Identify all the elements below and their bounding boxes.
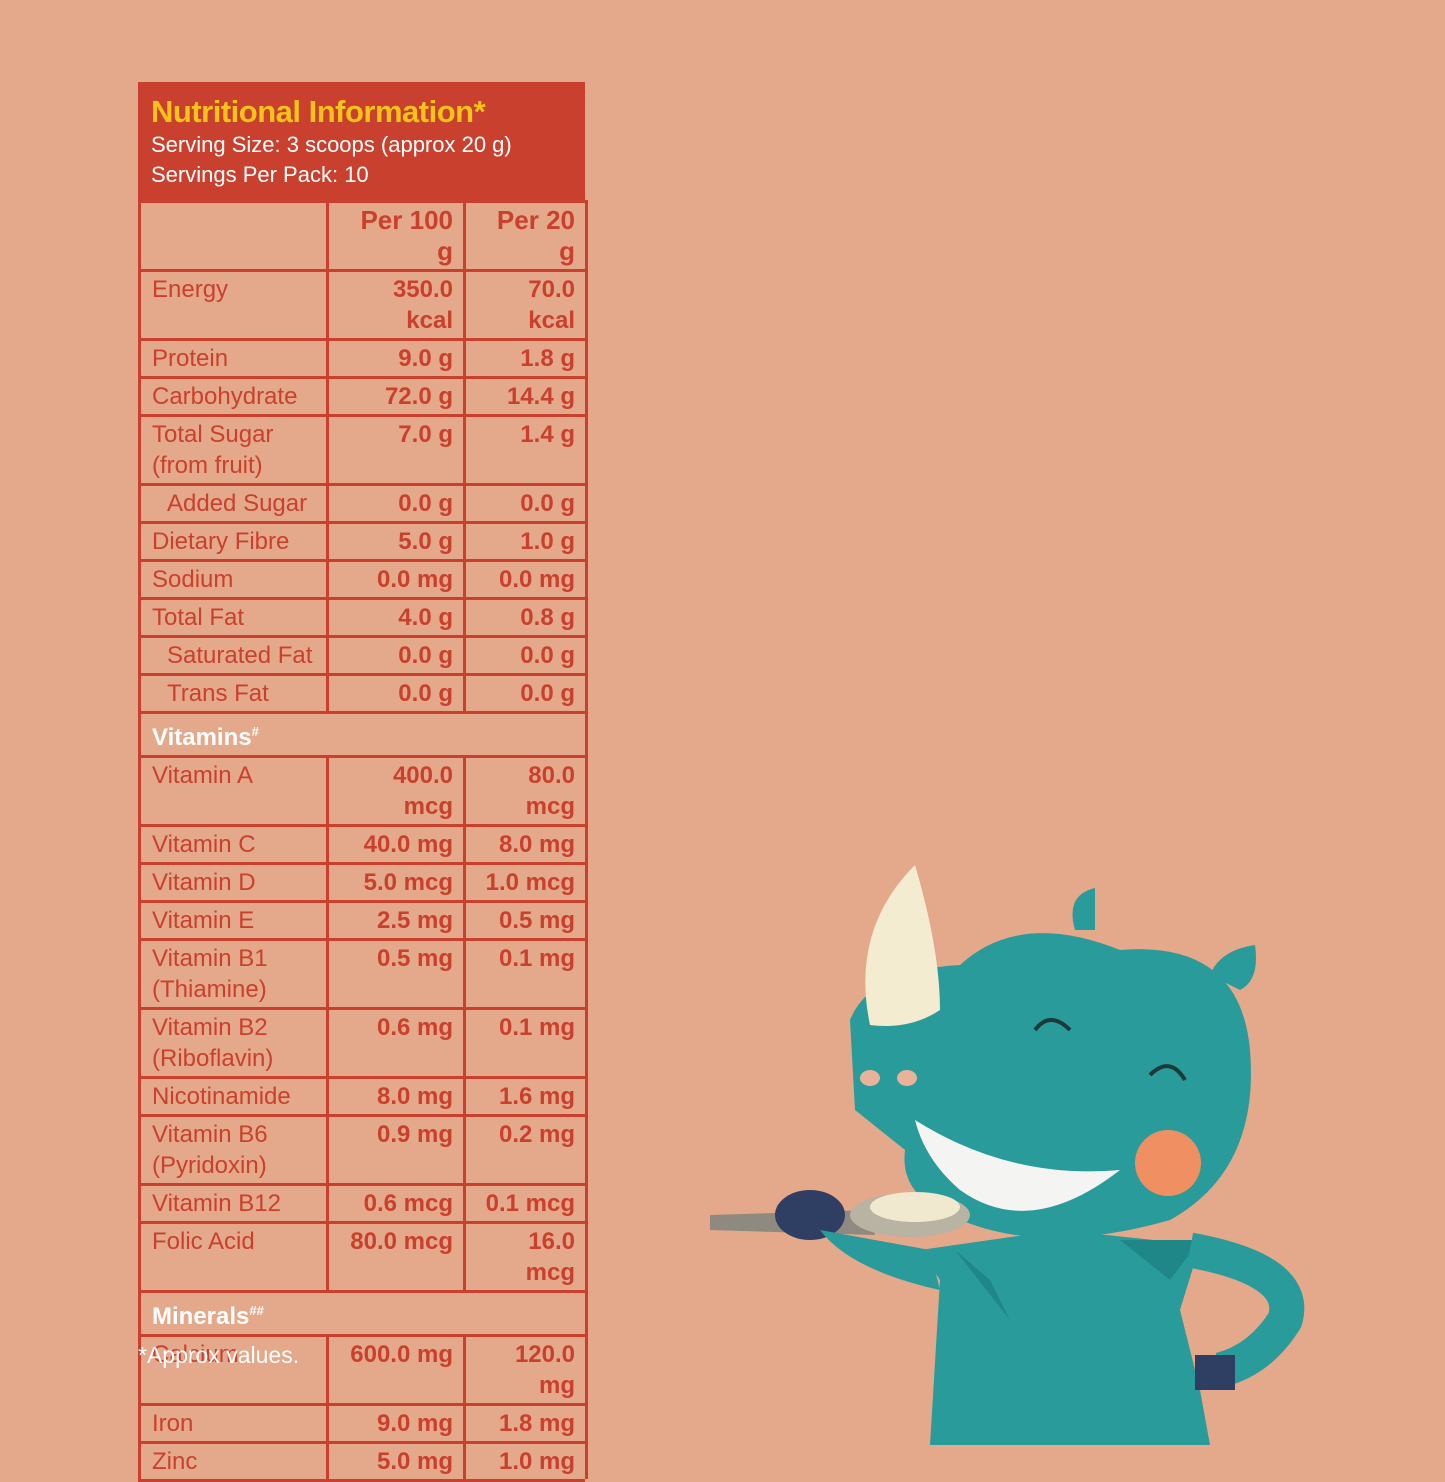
value-per-20g: 1.8 g: [466, 338, 588, 376]
section-mark: #: [251, 724, 259, 739]
value-per-20g: 14.4 g: [466, 376, 588, 414]
nutrient-label: Zinc: [141, 1441, 329, 1479]
value-per-100g: 0.0 mg: [329, 559, 466, 597]
nutrition-table: Per 100 g Per 20 g Energy 350.0 kcal 70.0 …: [138, 200, 588, 1482]
rhino-illustration: [710, 865, 1305, 1445]
value-per-20g: 0.2 mg: [466, 1114, 588, 1183]
value-per-20g: 0.1 mg: [466, 938, 588, 1007]
nutrient-label: Energy: [141, 269, 329, 338]
section-header: Vitamins#: [141, 711, 588, 755]
value-per-100g: 7.0 g: [329, 414, 466, 483]
value-per-100g: 0.0 g: [329, 635, 466, 673]
column-header: Per 20 g: [466, 200, 588, 269]
title: Nutritional Information*: [151, 94, 486, 129]
empty-header: [141, 200, 329, 269]
nutrient-label: Calcium: [141, 1334, 329, 1403]
value-per-20g: 0.1 mg: [466, 1007, 588, 1076]
value-per-100g: 0.6 mcg: [329, 1183, 466, 1221]
column-header: Per 100 g: [329, 200, 466, 269]
nutrient-label: Vitamin C: [141, 824, 329, 862]
value-per-100g: 0.9 mg: [329, 1114, 466, 1183]
section-title: Minerals: [152, 1303, 250, 1330]
value-per-20g: 70.0 kcal: [466, 269, 588, 338]
value-per-100g: 9.0 mg: [329, 1403, 466, 1441]
value-per-20g: 1.6 mg: [466, 1076, 588, 1114]
value-per-100g: 8.0 mg: [329, 1076, 466, 1114]
value-per-100g: 80.0 mcg: [329, 1221, 466, 1290]
page: {"header": {"title": "Nutritional Inform…: [138, 82, 1305, 1482]
nutrient-label: Vitamin E: [141, 900, 329, 938]
value-per-100g: 400.0 mcg: [329, 755, 466, 824]
nutrient-label: Carbohydrate: [141, 376, 329, 414]
value-per-20g: 1.0 mcg: [466, 862, 588, 900]
nutrient-label: Iron: [141, 1403, 329, 1441]
value-per-20g: 0.1 mcg: [466, 1183, 588, 1221]
value-per-20g: 0.0 mg: [466, 559, 588, 597]
nutrient-label: Vitamin B1 (Thiamine): [141, 938, 329, 1007]
nutrient-label: Vitamin B2 (Riboflavin): [141, 1007, 329, 1076]
value-per-100g: 72.0 g: [329, 376, 466, 414]
nutrient-label: Added Sugar: [141, 483, 329, 521]
nutrient-label: Nicotinamide: [141, 1076, 329, 1114]
value-per-100g: 600.0 mg: [329, 1334, 466, 1403]
nutrient-label: Vitamin D: [141, 862, 329, 900]
value-per-20g: 80.0 mcg: [466, 755, 588, 824]
value-per-20g: 0.0 g: [466, 483, 588, 521]
value-per-20g: 120.0 mg: [466, 1334, 588, 1403]
serving-size: Serving Size: 3 scoops (approx 20 g): [151, 132, 512, 157]
value-per-100g: 0.0 g: [329, 483, 466, 521]
value-per-20g: 1.0 g: [466, 521, 588, 559]
value-per-100g: 350.0 kcal: [329, 269, 466, 338]
nutrient-label: Protein: [141, 338, 329, 376]
section-header: Minerals##: [141, 1290, 588, 1334]
nutrient-label: Vitamin B12: [141, 1183, 329, 1221]
value-per-100g: 5.0 mcg: [329, 862, 466, 900]
nutrient-label: Folic Acid: [141, 1221, 329, 1290]
section-mark: ##: [249, 1303, 264, 1318]
value-per-20g: 1.8 mg: [466, 1403, 588, 1441]
nutrient-label: Total Fat: [141, 597, 329, 635]
value-per-100g: 0.6 mg: [329, 1007, 466, 1076]
value-per-20g: 0.8 g: [466, 597, 588, 635]
value-per-20g: 0.0 g: [466, 635, 588, 673]
nutrient-label: Dietary Fibre: [141, 521, 329, 559]
servings-per-pack: Servings Per Pack: 10: [151, 162, 369, 187]
value-per-100g: 0.0 g: [329, 673, 466, 711]
value-per-20g: 8.0 mg: [466, 824, 588, 862]
nutrient-label: Total Sugar (from fruit): [141, 414, 329, 483]
value-per-20g: 0.0 g: [466, 673, 588, 711]
value-per-100g: 5.0 g: [329, 521, 466, 559]
nutrient-label: Vitamin B6 (Pyridoxin): [141, 1114, 329, 1183]
value-per-100g: 0.5 mg: [329, 938, 466, 1007]
value-per-20g: 1.4 g: [466, 414, 588, 483]
value-per-100g: 5.0 mg: [329, 1441, 466, 1479]
nutrient-label: Trans Fat: [141, 673, 329, 711]
value-per-20g: 16.0 mcg: [466, 1221, 588, 1290]
value-per-20g: 1.0 mg: [466, 1441, 588, 1479]
nutrient-label: Sodium: [141, 559, 329, 597]
footnote: *Approx values.: [138, 1342, 300, 1368]
value-per-100g: 40.0 mg: [329, 824, 466, 862]
value-per-20g: 0.5 mg: [466, 900, 588, 938]
nutrient-label: Vitamin A: [141, 755, 329, 824]
value-per-100g: 4.0 g: [329, 597, 466, 635]
nutrient-label: Saturated Fat: [141, 635, 329, 673]
value-per-100g: 2.5 mg: [329, 900, 466, 938]
card-header: Nutritional Information* Serving Size: 3…: [138, 82, 585, 200]
section-title: Vitamins: [152, 724, 252, 751]
value-per-100g: 9.0 g: [329, 338, 466, 376]
nutrition-card: Nutritional Information* Serving Size: 3…: [138, 82, 588, 1482]
